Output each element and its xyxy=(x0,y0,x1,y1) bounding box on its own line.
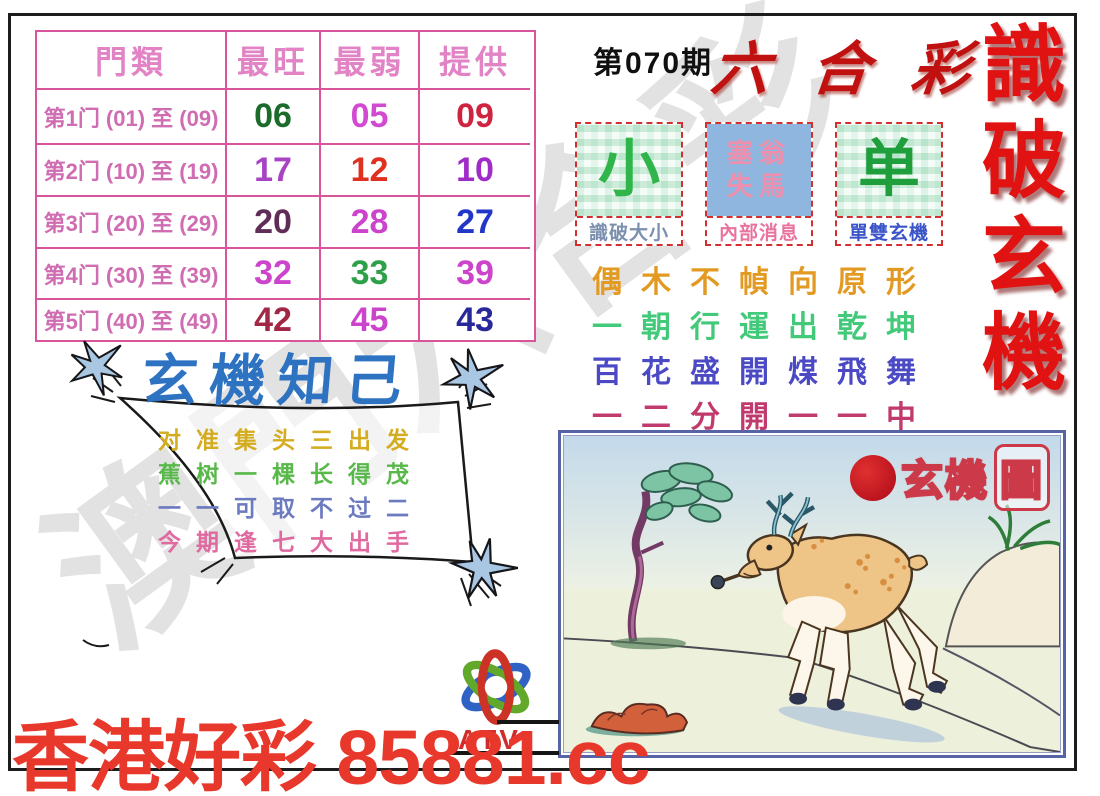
atv-label: ATV xyxy=(458,724,521,755)
cell-value: 33 xyxy=(321,249,420,300)
poem-line: 一朝行運出乾坤 xyxy=(592,311,935,344)
tree xyxy=(610,462,733,650)
atv-underline xyxy=(447,751,559,755)
cell-value: 32 xyxy=(227,249,321,300)
stats-table: 門類 最旺 最弱 提供 第1门 (01) 至 (09) 06 05 09 第2门… xyxy=(35,30,536,342)
slogan-char: 識 xyxy=(981,20,1066,113)
sun-icon xyxy=(849,454,896,501)
cell-value: 27 xyxy=(420,197,530,249)
mystery-poem: 偶木不幀向原形 一朝行運出乾坤 百花盛開煤飛舞 一二分開一一中 xyxy=(592,260,935,440)
lottery-name-char: 彩 xyxy=(907,37,973,102)
hint-box-image: 小 xyxy=(577,124,681,216)
banner-poem-line: 对准集头三出发 xyxy=(158,428,424,453)
table-row: 第4门 (30) 至 (39) 32 33 39 xyxy=(37,249,534,300)
picture-title-boxed-char: 圖 xyxy=(993,444,1050,511)
col-header-provided: 提供 xyxy=(420,32,530,90)
row-label: 第3门 (20) 至 (29) xyxy=(37,197,227,249)
poster-border xyxy=(8,13,1077,771)
cell-value: 28 xyxy=(321,197,420,249)
hint-box-caption: 單雙玄機 xyxy=(837,216,941,244)
atv-underline xyxy=(497,720,559,724)
hint-text-line: 塞翁 xyxy=(726,139,791,168)
cell-value: 20 xyxy=(227,197,321,249)
cell-value: 45 xyxy=(321,300,420,340)
poem-line: 百花盛開煤飛舞 xyxy=(592,356,935,389)
hill xyxy=(942,504,1060,717)
cell-value: 06 xyxy=(227,90,321,145)
banner-poem-line: 蕉树一棵长得茂 xyxy=(158,462,424,487)
deer-scene-illustration xyxy=(564,436,1060,752)
issue-number: 第070期 xyxy=(593,47,714,80)
banner-poem-line: 今期逢七大出手 xyxy=(158,530,424,555)
hint-boxes: 小 識破大小 塞翁 失馬 內部消息 单 單雙玄機 xyxy=(575,122,943,246)
row-label: 第1门 (01) 至 (09) xyxy=(37,90,227,145)
banner-poem-line: 一一可取不过二 xyxy=(158,496,424,521)
row-label: 第5门 (40) 至 (49) xyxy=(37,300,227,340)
hint-box-caption: 內部消息 xyxy=(707,216,811,244)
mystery-picture-frame: 玄機 圖 xyxy=(558,430,1066,758)
slogan-char: 破 xyxy=(981,116,1066,209)
cell-value: 43 xyxy=(456,300,494,339)
hint-box-size: 小 識破大小 xyxy=(575,122,683,246)
poem-line: 偶木不幀向原形 xyxy=(592,266,935,299)
cell-value: 17 xyxy=(227,145,321,197)
slogan-char: 玄 xyxy=(981,212,1066,305)
hint-box-image: 塞翁 失馬 xyxy=(707,124,811,216)
hint-box-image: 单 xyxy=(837,124,941,216)
banner-title: 玄機知己 xyxy=(138,351,417,413)
row-label: 第4门 (30) 至 (39) xyxy=(37,249,227,300)
cell-value: 39 xyxy=(420,249,530,300)
deer-illustration xyxy=(710,491,949,743)
cell-value: 12 xyxy=(321,145,420,197)
picture-title: 玄機 圖 xyxy=(849,444,1050,511)
lottery-name: 六 合 彩 xyxy=(708,22,975,106)
picture-title-text: 玄機 xyxy=(900,458,989,507)
lottery-name-char: 六 xyxy=(708,37,773,102)
vertical-slogan: 識 破 玄 機 xyxy=(972,22,1076,400)
row-label: 第2门 (10) 至 (19) xyxy=(37,145,227,197)
table-row: 第3门 (20) 至 (29) 20 28 27 xyxy=(37,197,534,249)
banner-cloth xyxy=(116,396,475,564)
col-header-category: 門類 xyxy=(37,32,227,90)
cell-value: 42 xyxy=(227,300,321,340)
col-header-weakest: 最弱 xyxy=(321,32,420,90)
bird-icon xyxy=(67,336,127,400)
table-row: 第2门 (10) 至 (19) 17 12 10 xyxy=(37,145,534,197)
hint-box-oddeven: 单 單雙玄機 xyxy=(835,122,943,246)
table-row: 第5门 (40) 至 (49) 42 45 43 xyxy=(37,300,534,340)
banner-poem: 对准集头三出发 蕉树一棵长得茂 一一可取不过二 今期逢七大出手 xyxy=(158,424,424,560)
hint-char: 小 xyxy=(597,136,660,204)
lottery-name-char: 合 xyxy=(807,37,873,102)
rocks xyxy=(585,702,689,737)
col-header-hottest: 最旺 xyxy=(227,32,321,90)
cell-value: 10 xyxy=(420,145,530,197)
hint-char: 单 xyxy=(857,136,920,204)
table-header-row: 門類 最旺 最弱 提供 xyxy=(37,32,534,90)
hint-box-news: 塞翁 失馬 內部消息 xyxy=(705,122,813,246)
banner-cloth-illustration xyxy=(67,336,524,648)
site-banner-text: 香港好彩 85881.cc xyxy=(12,715,651,796)
table-row: 第1门 (01) 至 (09) 06 05 09 xyxy=(37,90,534,145)
poem-line: 一二分開一一中 xyxy=(592,401,935,434)
hint-box-caption: 識破大小 xyxy=(577,216,681,244)
hint-text-line: 失馬 xyxy=(726,172,791,201)
mystery-picture: 玄機 圖 xyxy=(563,435,1061,753)
slogan-char: 機 xyxy=(981,308,1066,401)
cell-value: 09 xyxy=(420,90,530,145)
cell-value: 05 xyxy=(321,90,420,145)
